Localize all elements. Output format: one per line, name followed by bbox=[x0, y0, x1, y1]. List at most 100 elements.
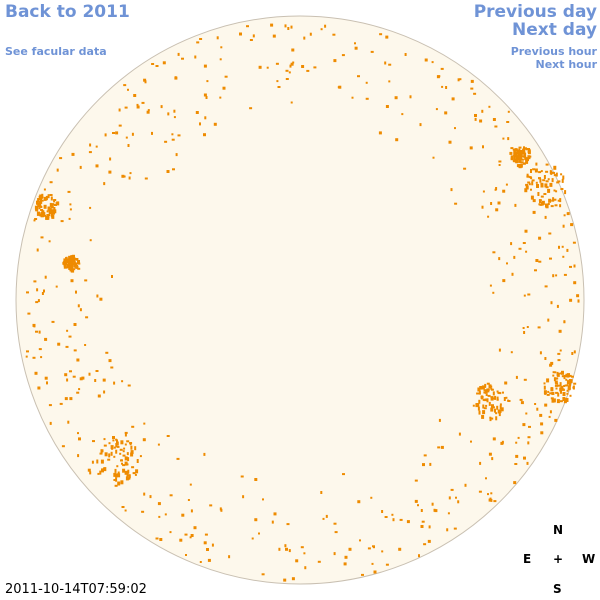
facula-spot bbox=[385, 105, 389, 108]
facula-spot bbox=[437, 446, 441, 449]
facula-spot bbox=[571, 352, 574, 355]
previous-hour-link[interactable]: Previous hour bbox=[510, 45, 597, 58]
facula-spot bbox=[482, 404, 485, 409]
facula-spot bbox=[391, 513, 394, 516]
facula-spot bbox=[48, 404, 52, 407]
facula-spot bbox=[446, 528, 449, 532]
facula-spot bbox=[547, 178, 550, 181]
facula-spot bbox=[513, 149, 516, 154]
facula-spot bbox=[367, 547, 371, 550]
facula-spot bbox=[40, 195, 44, 198]
facula-spot bbox=[420, 525, 424, 528]
facula-spot bbox=[540, 195, 544, 198]
facula-spot bbox=[505, 183, 508, 186]
facula-spot bbox=[164, 513, 167, 516]
facula-spot bbox=[127, 384, 131, 387]
facula-spot bbox=[213, 122, 217, 126]
facula-spot bbox=[289, 64, 292, 68]
previous-day-link[interactable]: Previous day bbox=[473, 2, 597, 22]
facula-spot bbox=[478, 490, 482, 493]
facula-spot bbox=[540, 182, 544, 185]
facula-spot bbox=[27, 312, 31, 315]
facula-spot bbox=[131, 425, 135, 428]
facula-spot bbox=[47, 194, 50, 199]
facula-spot bbox=[538, 260, 542, 263]
facula-spot bbox=[512, 148, 515, 151]
facula-spot bbox=[67, 190, 71, 193]
facula-spot bbox=[144, 80, 147, 84]
back-to-year-link[interactable]: Back to 2011 bbox=[5, 2, 130, 22]
next-day-link[interactable]: Next day bbox=[512, 20, 597, 40]
facula-spot bbox=[530, 195, 534, 200]
facula-spot bbox=[116, 441, 119, 446]
facula-spot bbox=[470, 87, 474, 90]
facula-spot bbox=[342, 473, 345, 476]
next-hour-link[interactable]: Next hour bbox=[535, 58, 598, 71]
facula-spot bbox=[492, 118, 496, 121]
facula-spot bbox=[69, 208, 72, 211]
facula-spot bbox=[105, 351, 109, 354]
facular-regions bbox=[25, 23, 580, 582]
facula-spot bbox=[423, 543, 427, 546]
facula-spot bbox=[34, 371, 38, 375]
facula-spot bbox=[291, 48, 295, 52]
facula-spot bbox=[477, 387, 481, 392]
facula-spot bbox=[285, 547, 288, 551]
facula-spot bbox=[519, 163, 523, 168]
facula-spot bbox=[542, 202, 545, 205]
facula-spot bbox=[124, 509, 127, 512]
facula-spot bbox=[73, 349, 77, 352]
facula-spot bbox=[495, 412, 498, 415]
facula-spot bbox=[552, 197, 555, 202]
facula-spot bbox=[535, 181, 538, 184]
facula-spot bbox=[561, 178, 564, 183]
facula-spot bbox=[128, 477, 131, 480]
facula-spot bbox=[520, 401, 524, 405]
facula-spot bbox=[219, 96, 222, 99]
facula-spot bbox=[532, 210, 536, 214]
facula-spot bbox=[562, 255, 565, 258]
facula-spot bbox=[199, 38, 203, 40]
facula-spot bbox=[490, 396, 494, 401]
facula-spot bbox=[79, 165, 82, 169]
facula-spot bbox=[63, 264, 66, 267]
facula-spot bbox=[555, 190, 558, 193]
facula-spot bbox=[576, 294, 580, 298]
facula-spot bbox=[488, 452, 492, 456]
facula-spot bbox=[249, 39, 253, 41]
facula-spot bbox=[157, 443, 160, 446]
facula-spot bbox=[71, 265, 74, 268]
facula-spot bbox=[488, 105, 491, 108]
facula-spot bbox=[475, 403, 479, 408]
facula-spot bbox=[526, 461, 529, 465]
facula-spot bbox=[190, 534, 194, 537]
facula-spot bbox=[484, 383, 487, 388]
facula-spot bbox=[320, 491, 323, 494]
facula-spot bbox=[71, 268, 75, 273]
facula-spot bbox=[487, 215, 490, 218]
facula-spot bbox=[332, 33, 336, 36]
facula-spot bbox=[419, 123, 422, 127]
facula-spot bbox=[418, 554, 420, 558]
facula-spot bbox=[491, 404, 494, 409]
facula-spot bbox=[573, 382, 577, 385]
facula-spot bbox=[290, 25, 293, 29]
facula-spot bbox=[291, 577, 295, 581]
facula-spot bbox=[448, 496, 451, 500]
facula-spot bbox=[544, 390, 547, 395]
facula-spot bbox=[88, 151, 92, 154]
compass-center: + bbox=[553, 552, 564, 566]
facula-spot bbox=[365, 97, 369, 100]
facula-spot bbox=[313, 66, 317, 69]
facula-spot bbox=[573, 350, 576, 354]
see-facular-data-link[interactable]: See facular data bbox=[5, 45, 107, 58]
facula-spot bbox=[524, 156, 527, 161]
facula-spot bbox=[97, 472, 100, 475]
facula-spot bbox=[187, 499, 190, 501]
facula-spot bbox=[566, 375, 570, 377]
facula-spot bbox=[123, 447, 126, 450]
facula-spot bbox=[119, 448, 123, 451]
facula-spot bbox=[565, 378, 568, 381]
facula-spot bbox=[68, 255, 72, 260]
facula-spot bbox=[67, 420, 70, 424]
